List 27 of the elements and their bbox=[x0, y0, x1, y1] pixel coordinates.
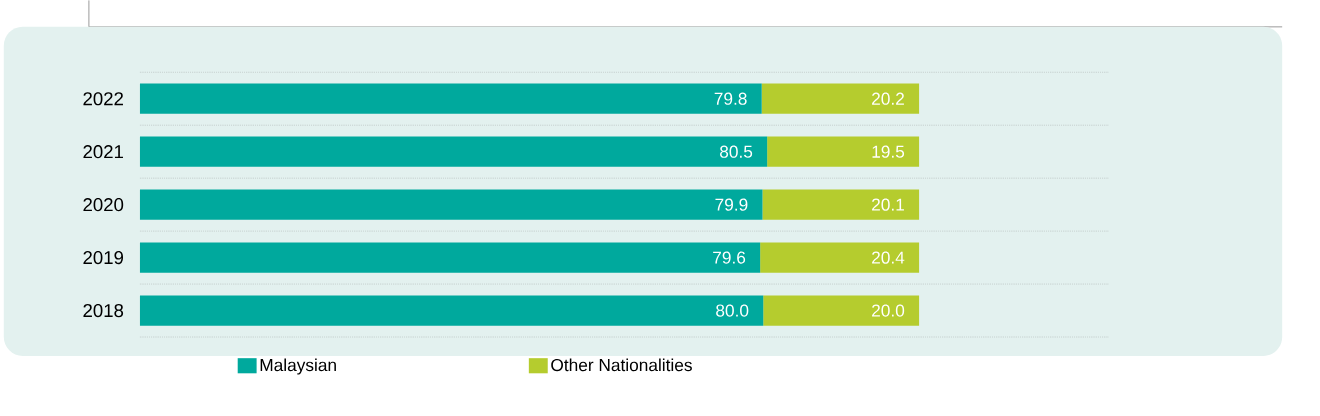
bar bbox=[139, 136, 768, 167]
data-label: 79.6 bbox=[713, 251, 746, 264]
bar bbox=[139, 242, 761, 273]
bar bbox=[139, 83, 762, 114]
bar bbox=[763, 295, 920, 326]
data-label: 20.4 bbox=[872, 251, 905, 264]
bar bbox=[762, 189, 920, 220]
data-label: 19.5 bbox=[872, 145, 905, 158]
bar bbox=[767, 136, 920, 167]
data-label: 80.5 bbox=[720, 145, 753, 158]
bar bbox=[760, 242, 920, 273]
y-tick-label: 2018 bbox=[83, 303, 124, 317]
data-label: 20.2 bbox=[872, 92, 904, 105]
y-tick-label: 2022 bbox=[83, 91, 123, 106]
y-tick-label: 2019 bbox=[83, 250, 124, 264]
data-label: 80.0 bbox=[716, 304, 749, 317]
legend-label: Malaysian bbox=[260, 358, 336, 375]
y-tick-label: 2020 bbox=[83, 197, 124, 212]
legend-label: Other Nationalities bbox=[551, 358, 692, 371]
data-label: 79.8 bbox=[714, 92, 747, 105]
bar bbox=[139, 189, 763, 220]
data-label: 79.9 bbox=[715, 198, 748, 211]
bar bbox=[761, 83, 920, 114]
data-label: 20.1 bbox=[872, 198, 904, 211]
bar bbox=[139, 295, 764, 326]
data-label: 20.0 bbox=[872, 304, 905, 317]
y-tick-label: 2021 bbox=[83, 144, 123, 159]
